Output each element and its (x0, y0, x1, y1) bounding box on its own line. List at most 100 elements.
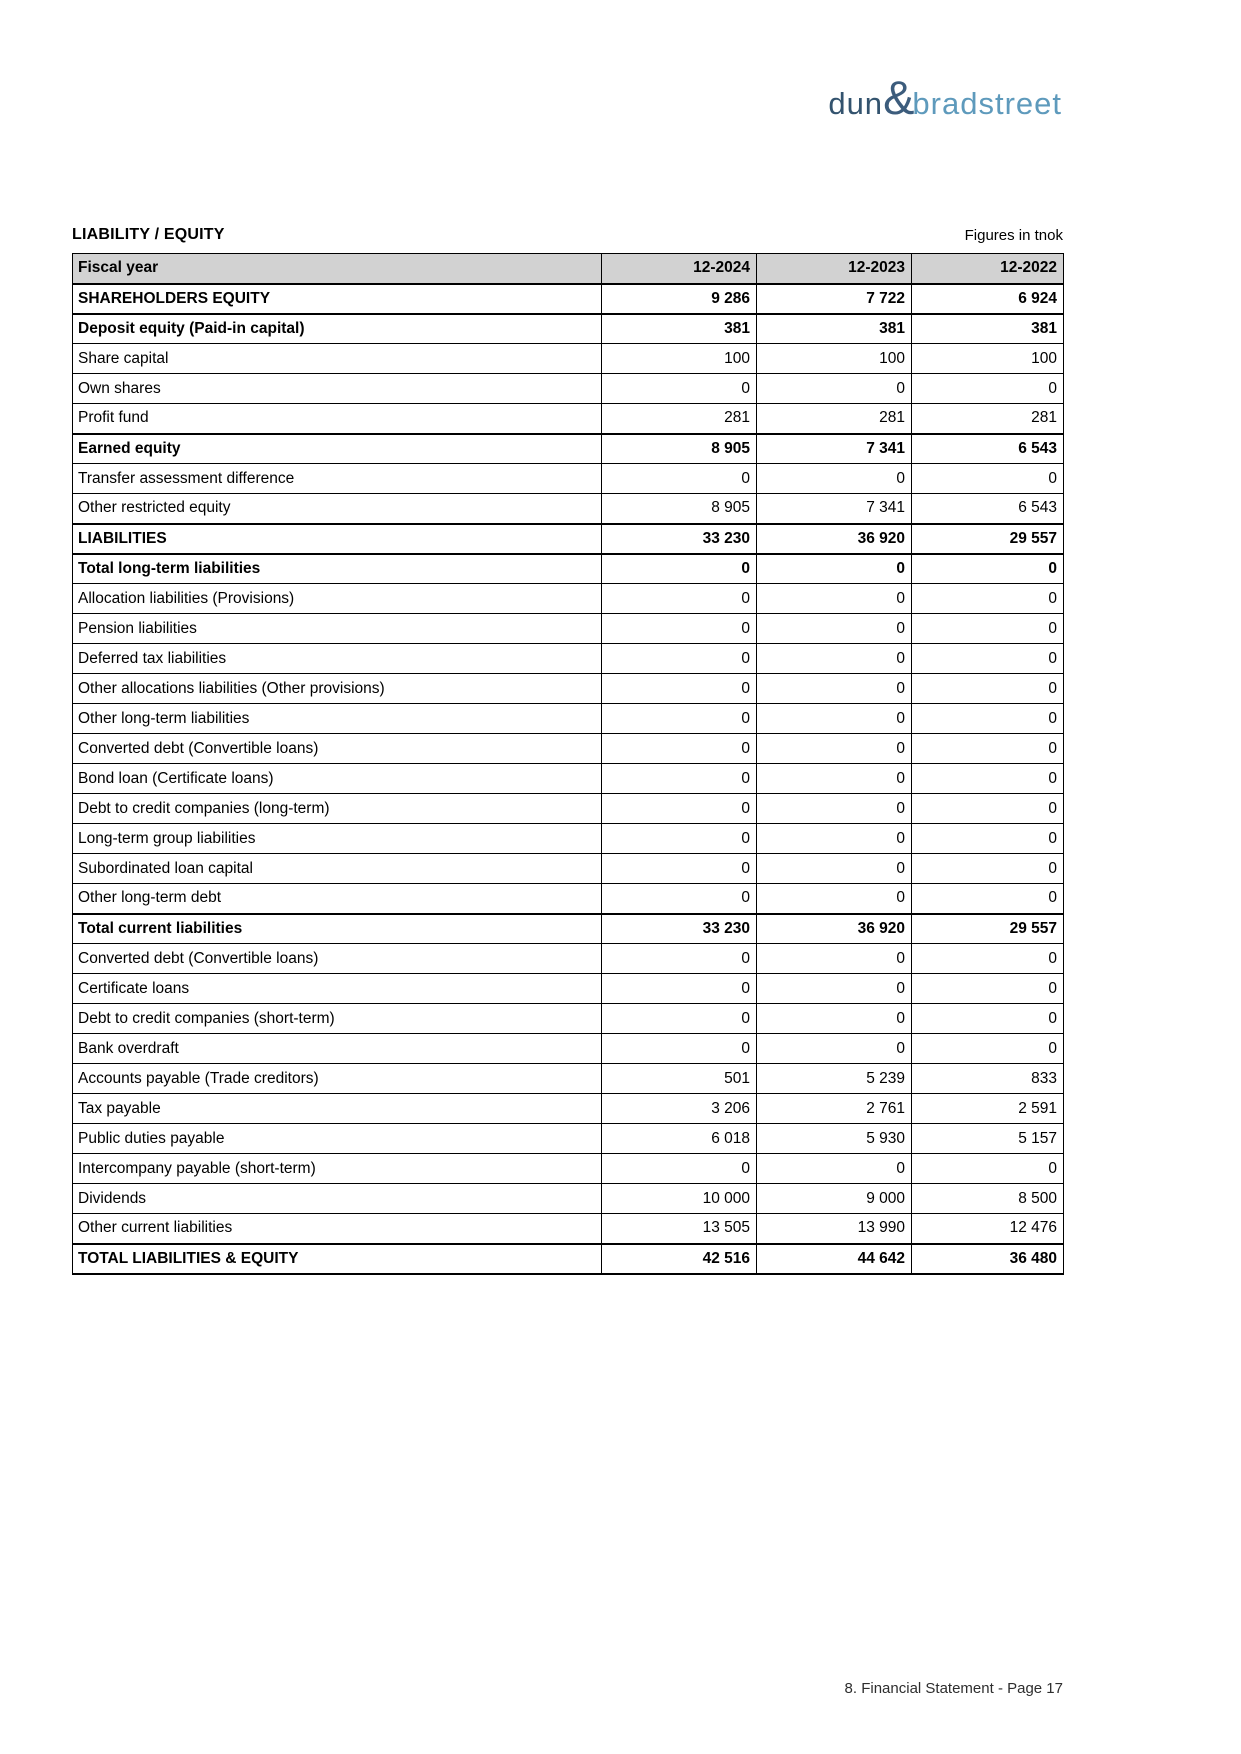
cell-value: 9 286 (601, 282, 757, 314)
cell-value: 8 500 (911, 1183, 1064, 1214)
cell-value: 8 905 (601, 432, 757, 464)
row-label: Profit fund (72, 403, 602, 434)
table-row: Certificate loans 0 0 0 (72, 973, 1064, 1004)
logo-text-dun: dun (828, 86, 884, 121)
page-footer: 8. Financial Statement - Page 17 (844, 1680, 1063, 1697)
row-label: Other restricted equity (72, 493, 602, 524)
cell-value: 0 (601, 763, 757, 794)
cell-value: 0 (911, 583, 1064, 614)
cell-value: 8 905 (601, 493, 757, 524)
cell-value: 381 (911, 312, 1064, 344)
cell-value: 0 (756, 1153, 912, 1184)
table-row: Share capital 100 100 100 (72, 343, 1064, 374)
cell-value: 6 924 (911, 282, 1064, 314)
cell-value: 0 (911, 1033, 1064, 1064)
cell-value: 281 (601, 403, 757, 434)
row-label: Deposit equity (Paid-in capital) (72, 312, 602, 344)
table-row: Subordinated loan capital 0 0 0 (72, 853, 1064, 884)
cell-value: 0 (601, 373, 757, 404)
cell-value: 0 (911, 733, 1064, 764)
row-label: Other long-term debt (72, 883, 602, 914)
cell-value: 5 930 (756, 1123, 912, 1154)
cell-value: 100 (601, 343, 757, 374)
row-label: Bank overdraft (72, 1033, 602, 1064)
table-row: Deferred tax liabilities 0 0 0 (72, 643, 1064, 674)
row-label: Other current liabilities (72, 1213, 602, 1244)
row-label: Other allocations liabilities (Other pro… (72, 673, 602, 704)
cell-value: 7 341 (756, 432, 912, 464)
cell-value: 0 (911, 943, 1064, 974)
column-header-2022: 12-2022 (911, 253, 1064, 285)
cell-value: 33 230 (601, 522, 757, 554)
cell-value: 0 (911, 373, 1064, 404)
row-label: Tax payable (72, 1093, 602, 1124)
cell-value: 7 341 (756, 493, 912, 524)
table-row: Accounts payable (Trade creditors) 501 5 2… (72, 1063, 1064, 1094)
row-label: Pension liabilities (72, 613, 602, 644)
table-row: Total long-term liabilities 0 0 0 (72, 552, 1064, 584)
cell-value: 0 (756, 883, 912, 914)
cell-value: 0 (911, 643, 1064, 674)
table-title-row: LIABILITY / EQUITY Figures in tnok (72, 226, 1063, 244)
row-label: SHAREHOLDERS EQUITY (72, 282, 602, 314)
cell-value: 0 (601, 552, 757, 584)
cell-value: 0 (601, 943, 757, 974)
row-label: Debt to credit companies (short-term) (72, 1003, 602, 1034)
cell-value: 0 (601, 973, 757, 1004)
cell-value: 0 (756, 763, 912, 794)
row-label: Certificate loans (72, 973, 602, 1004)
row-label: Other long-term liabilities (72, 703, 602, 734)
row-label: TOTAL LIABILITIES & EQUITY (72, 1242, 602, 1275)
cell-value: 0 (601, 613, 757, 644)
table-row: Dividends 10 000 9 000 8 500 (72, 1183, 1064, 1214)
cell-value: 6 018 (601, 1123, 757, 1154)
cell-value: 12 476 (911, 1213, 1064, 1244)
cell-value: 9 000 (756, 1183, 912, 1214)
table-row: Long-term group liabilities 0 0 0 (72, 823, 1064, 854)
cell-value: 0 (756, 793, 912, 824)
cell-value: 833 (911, 1063, 1064, 1094)
cell-value: 0 (601, 823, 757, 854)
liability-equity-table: Fiscal year 12-2024 12-2023 12-2022 SHAR… (72, 253, 1064, 1275)
cell-value: 0 (601, 703, 757, 734)
cell-value: 0 (756, 1003, 912, 1034)
table-row: Converted debt (Convertible loans) 0 0 0 (72, 943, 1064, 974)
units-note: Figures in tnok (964, 227, 1063, 244)
ampersand-icon: & (883, 71, 915, 124)
cell-value: 29 557 (911, 522, 1064, 554)
cell-value: 3 206 (601, 1093, 757, 1124)
cell-value: 29 557 (911, 912, 1064, 944)
cell-value: 0 (756, 733, 912, 764)
row-label: Bond loan (Certificate loans) (72, 763, 602, 794)
cell-value: 0 (756, 613, 912, 644)
cell-value: 0 (911, 613, 1064, 644)
cell-value: 0 (911, 1153, 1064, 1184)
cell-value: 0 (756, 552, 912, 584)
table-row: Bond loan (Certificate loans) 0 0 0 (72, 763, 1064, 794)
row-label: Total long-term liabilities (72, 552, 602, 584)
cell-value: 281 (911, 403, 1064, 434)
cell-value: 10 000 (601, 1183, 757, 1214)
cell-value: 5 157 (911, 1123, 1064, 1154)
table-row: Tax payable 3 206 2 761 2 591 (72, 1093, 1064, 1124)
row-label: Intercompany payable (short-term) (72, 1153, 602, 1184)
cell-value: 0 (601, 1033, 757, 1064)
table-row: Converted debt (Convertible loans) 0 0 0 (72, 733, 1064, 764)
table-body: SHAREHOLDERS EQUITY 9 286 7 722 6 924 Deposi… (72, 282, 1064, 1275)
cell-value: 0 (601, 853, 757, 884)
cell-value: 281 (756, 403, 912, 434)
row-label: Subordinated loan capital (72, 853, 602, 884)
page-title: LIABILITY / EQUITY (72, 226, 225, 243)
table-row: Other long-term debt 0 0 0 (72, 883, 1064, 914)
table-row: Bank overdraft 0 0 0 (72, 1033, 1064, 1064)
cell-value: 0 (601, 1153, 757, 1184)
cell-value: 0 (911, 973, 1064, 1004)
cell-value: 0 (911, 793, 1064, 824)
cell-value: 100 (756, 343, 912, 374)
table-row: Own shares 0 0 0 (72, 373, 1064, 404)
cell-value: 0 (756, 703, 912, 734)
table-row: Earned equity 8 905 7 341 6 543 (72, 432, 1064, 464)
cell-value: 5 239 (756, 1063, 912, 1094)
cell-value: 381 (601, 312, 757, 344)
cell-value: 36 920 (756, 912, 912, 944)
